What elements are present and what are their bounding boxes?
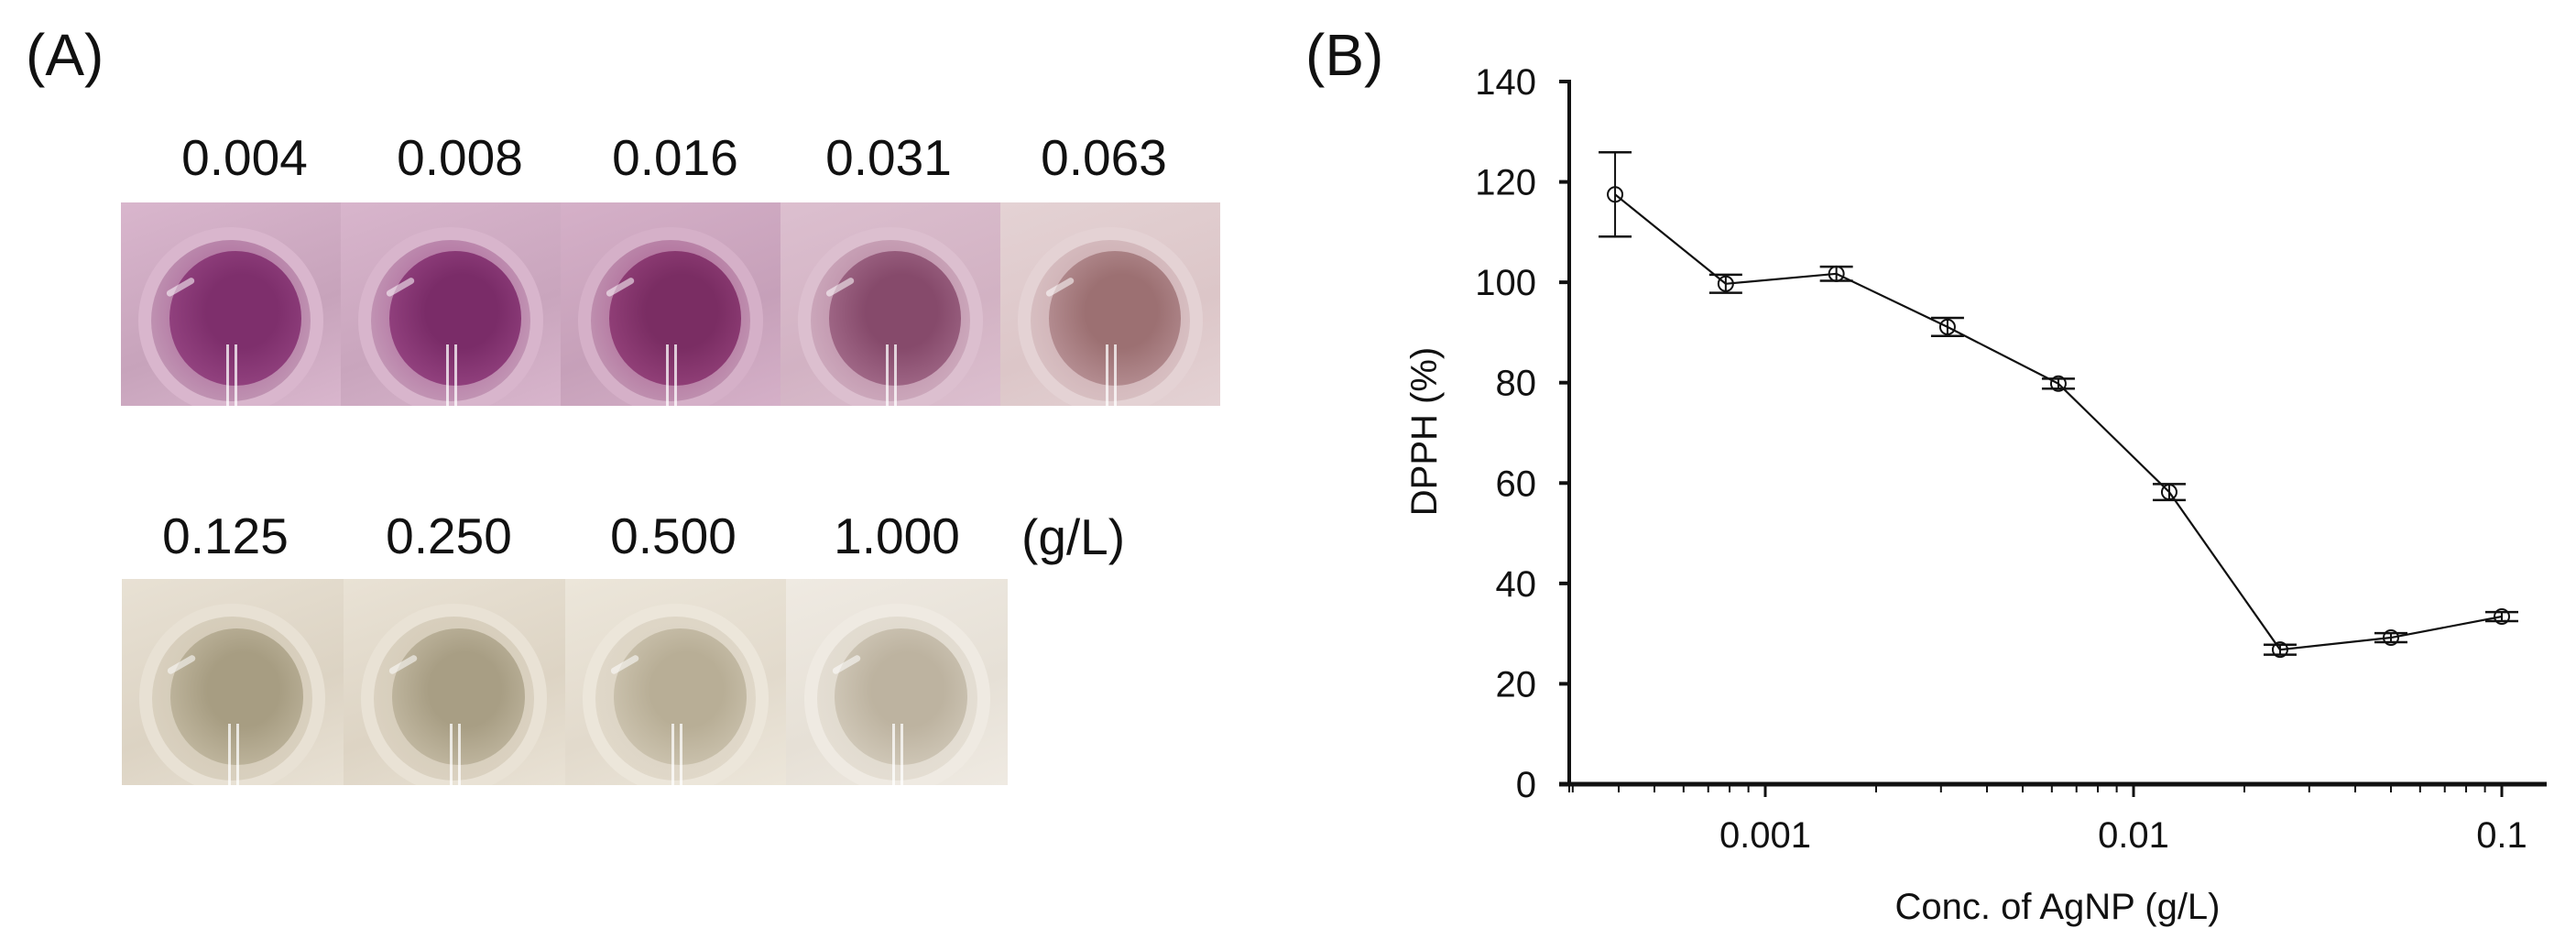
open-circle-marker	[1938, 318, 1956, 335]
well-reflection	[666, 344, 678, 406]
open-circle-marker	[2494, 608, 2510, 626]
well-reflection	[886, 344, 898, 406]
well-0.031	[780, 202, 1000, 406]
concentration-label: 0.004	[181, 129, 308, 186]
data-point	[1599, 150, 1632, 238]
y-tick-label: 40	[1496, 564, 1537, 605]
concentration-label: 0.063	[1041, 129, 1167, 186]
data-point	[2485, 608, 2518, 626]
open-circle-marker	[1717, 275, 1734, 292]
well-reflection	[449, 723, 461, 785]
concentration-label: 0.250	[386, 508, 512, 564]
y-tick-label: 80	[1496, 364, 1537, 404]
well-0.063	[1000, 202, 1220, 406]
well-plate-photo-bottom-row	[122, 579, 1008, 785]
well-reflection	[1106, 344, 1118, 406]
y-tick-label: 20	[1496, 664, 1537, 704]
y-tick-label: 120	[1475, 163, 1536, 203]
concentration-label: 0.031	[825, 129, 952, 186]
well-plate-photo-top-row	[121, 202, 1220, 406]
well-0.016	[561, 202, 780, 406]
y-tick-label: 100	[1475, 263, 1536, 303]
unit-label: (g/L)	[1021, 508, 1126, 565]
open-circle-marker	[2049, 375, 2067, 392]
concentration-label: 0.125	[162, 508, 289, 564]
data-point	[1708, 273, 1742, 294]
well-0.250	[343, 579, 565, 785]
x-axis-label: Conc. of AgNP (g/L)	[1895, 887, 2221, 927]
well-reflection	[228, 723, 240, 785]
concentration-label: 1.000	[834, 508, 960, 564]
concentration-label: 0.008	[397, 129, 523, 186]
open-circle-marker	[2160, 484, 2178, 501]
well-0.008	[341, 202, 561, 406]
open-circle-marker	[1607, 186, 1624, 203]
well-0.500	[564, 579, 787, 785]
data-point	[2263, 641, 2297, 659]
well-0.125	[122, 579, 344, 785]
well-reflection	[892, 723, 904, 785]
well-reflection	[671, 723, 682, 785]
x-tick-label: 0.1	[2476, 815, 2527, 856]
well-1.000	[786, 579, 1008, 785]
data-point	[1819, 265, 1853, 282]
chart-series	[1599, 150, 2518, 659]
chart-axes: 0 20 40 60 80 100 120 140 0.001 0.01 0.1	[1475, 62, 2547, 856]
open-circle-marker	[1828, 265, 1845, 282]
y-tick-label: 60	[1496, 464, 1537, 504]
y-tick-label: 0	[1516, 765, 1536, 805]
open-circle-marker	[2271, 641, 2288, 659]
data-point	[2041, 375, 2075, 392]
x-tick-label: 0.01	[2098, 815, 2169, 856]
well-reflection	[446, 344, 458, 406]
data-point	[1930, 316, 1964, 338]
x-tick-label: 0.001	[1719, 815, 1811, 856]
data-point	[2152, 483, 2186, 502]
y-tick-label: 140	[1475, 62, 1536, 103]
panel-b-label: (B)	[1305, 22, 1384, 88]
concentration-label: 0.500	[610, 508, 737, 564]
panel-a-label: (A)	[26, 22, 104, 88]
well-0.004	[121, 202, 341, 406]
well-reflection	[226, 344, 238, 406]
open-circle-marker	[2382, 629, 2399, 647]
data-point	[2374, 629, 2407, 647]
concentration-label: 0.016	[612, 129, 738, 186]
y-axis-label: DPPH (%)	[1404, 347, 1445, 516]
data-line	[1614, 193, 2503, 651]
